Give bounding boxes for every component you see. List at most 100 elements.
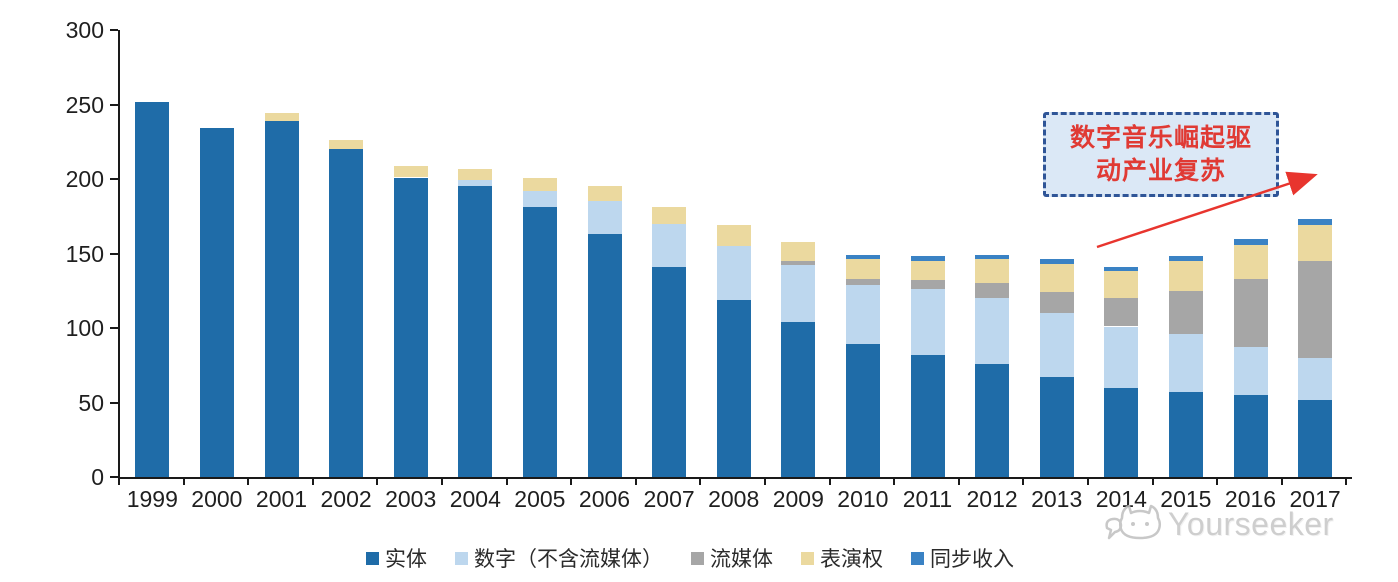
bar-segment-digital-excl-streaming bbox=[587, 201, 622, 235]
x-axis-tick bbox=[764, 479, 766, 485]
y-axis-tick bbox=[110, 178, 118, 180]
x-axis-tick bbox=[247, 479, 250, 485]
y-axis-tick bbox=[110, 401, 118, 404]
x-axis-tick bbox=[1022, 479, 1025, 485]
y-axis-tick-label: 150 bbox=[65, 240, 104, 267]
y-axis-tick-label: 300 bbox=[65, 17, 104, 43]
x-axis-label-2013: 2013 bbox=[1031, 486, 1083, 512]
bar-segment-sync-revenue bbox=[1104, 266, 1139, 272]
bar-segment-performance-rights bbox=[264, 113, 299, 121]
x-axis-label-2011: 2011 bbox=[902, 486, 953, 512]
x-axis-label-2014: 2014 bbox=[1095, 486, 1147, 512]
bar-segment-digital-excl-streaming bbox=[845, 284, 880, 345]
x-axis-tick bbox=[1345, 479, 1348, 485]
legend-item-streaming: 流媒体 bbox=[691, 543, 773, 573]
bar-segment-performance-rights bbox=[1233, 244, 1268, 279]
bar-2009 bbox=[781, 0, 816, 477]
y-axis-tick bbox=[110, 327, 118, 329]
legend: 实体 数字（不含流媒体） 流媒体 表演权 同步收入 bbox=[366, 543, 1014, 573]
legend-swatch-sync-revenue bbox=[911, 551, 924, 565]
x-axis-tick bbox=[1151, 479, 1154, 485]
x-axis-label-2000: 2000 bbox=[191, 486, 243, 512]
x-axis-tick bbox=[118, 479, 120, 485]
legend-swatch-performance-rights bbox=[801, 551, 814, 565]
bar-1999 bbox=[135, 0, 170, 477]
bar-segment-performance-rights bbox=[716, 225, 751, 247]
bar-2006 bbox=[587, 0, 622, 477]
bar-segment-digital-excl-streaming bbox=[975, 298, 1010, 364]
x-axis-tick bbox=[893, 479, 896, 485]
bar-segment-physical bbox=[1233, 395, 1268, 477]
y-axis-tick bbox=[110, 476, 118, 478]
bar-segment-streaming bbox=[845, 278, 880, 285]
x-axis-tick bbox=[1087, 479, 1089, 485]
bar-segment-performance-rights bbox=[1104, 271, 1139, 299]
x-axis-label-2009: 2009 bbox=[772, 486, 824, 512]
bar-segment-performance-rights bbox=[587, 186, 622, 202]
bar-segment-physical bbox=[522, 207, 557, 477]
y-axis-tick-label: 50 bbox=[78, 389, 104, 416]
watermark-label: Yourseeker bbox=[1168, 505, 1334, 542]
bar-2010 bbox=[845, 0, 880, 477]
bar-2001 bbox=[264, 0, 299, 477]
legend-label: 表演权 bbox=[820, 548, 883, 571]
x-axis-label-2015: 2015 bbox=[1160, 486, 1212, 512]
annotation-arrow bbox=[1096, 171, 1318, 249]
bar-segment-physical bbox=[135, 101, 170, 477]
x-axis-tick bbox=[1216, 479, 1219, 485]
x-axis-tick bbox=[1280, 479, 1283, 485]
x-axis-label-2017: 2017 bbox=[1289, 486, 1341, 512]
bar-segment-physical bbox=[1104, 387, 1139, 477]
bar-2007 bbox=[652, 0, 687, 477]
x-axis-label-2010: 2010 bbox=[837, 486, 889, 512]
bar-segment-digital-excl-streaming bbox=[1298, 357, 1333, 400]
bar-segment-digital-excl-streaming bbox=[1039, 313, 1074, 378]
bar-segment-sync-revenue bbox=[910, 256, 945, 261]
cat-logo-icon bbox=[1105, 504, 1162, 540]
y-axis-tick bbox=[110, 252, 118, 255]
bar-2013 bbox=[1039, 0, 1074, 477]
x-axis-label-2008: 2008 bbox=[708, 486, 760, 512]
bar-segment-digital-excl-streaming bbox=[910, 289, 945, 355]
x-axis-tick bbox=[699, 479, 702, 485]
y-axis bbox=[118, 30, 120, 479]
x-axis-tick bbox=[311, 479, 314, 485]
bar-segment-digital-excl-streaming bbox=[1233, 347, 1268, 396]
bar-segment-digital-excl-streaming bbox=[716, 246, 751, 300]
bar-segment-physical bbox=[910, 354, 945, 477]
x-axis-label-2004: 2004 bbox=[449, 486, 501, 512]
legend-label: 实体 bbox=[385, 548, 427, 571]
bar-2011 bbox=[910, 0, 945, 477]
bar-segment-physical bbox=[393, 177, 428, 477]
bar-2016 bbox=[1233, 0, 1268, 477]
bar-segment-performance-rights bbox=[522, 177, 557, 191]
y-axis-tick-label: 100 bbox=[65, 315, 104, 341]
x-axis-tick bbox=[828, 479, 831, 485]
legend-item-physical: 实体 bbox=[366, 543, 427, 573]
x-axis-tick bbox=[570, 479, 573, 485]
bar-2014 bbox=[1104, 0, 1139, 477]
bar-segment-performance-rights bbox=[781, 241, 816, 261]
bar-segment-streaming bbox=[781, 260, 816, 266]
x-axis-tick bbox=[634, 479, 637, 485]
bar-segment-digital-excl-streaming bbox=[458, 180, 493, 187]
legend-label: 数字（不含流媒体） bbox=[474, 548, 663, 571]
x-axis-tick bbox=[957, 479, 960, 485]
bar-segment-performance-rights bbox=[975, 259, 1010, 284]
bar-2003 bbox=[393, 0, 428, 477]
x-axis-tick bbox=[376, 479, 379, 485]
legend-item-performance-rights: 表演权 bbox=[801, 543, 883, 573]
y-axis-tick bbox=[110, 103, 118, 106]
bar-segment-physical bbox=[458, 186, 493, 477]
legend-label: 同步收入 bbox=[930, 548, 1014, 571]
bar-segment-sync-revenue bbox=[845, 254, 880, 260]
bar-segment-sync-revenue bbox=[1233, 238, 1268, 245]
bar-segment-streaming bbox=[1298, 260, 1333, 358]
bar-segment-streaming bbox=[1104, 298, 1139, 327]
watermark: Yourseeker bbox=[1104, 500, 1334, 548]
bar-2017 bbox=[1298, 0, 1333, 477]
bar-segment-physical bbox=[1039, 377, 1074, 477]
bar-segment-digital-excl-streaming bbox=[1168, 333, 1203, 393]
annotation-line-2: 动产业复苏 bbox=[1095, 156, 1226, 185]
